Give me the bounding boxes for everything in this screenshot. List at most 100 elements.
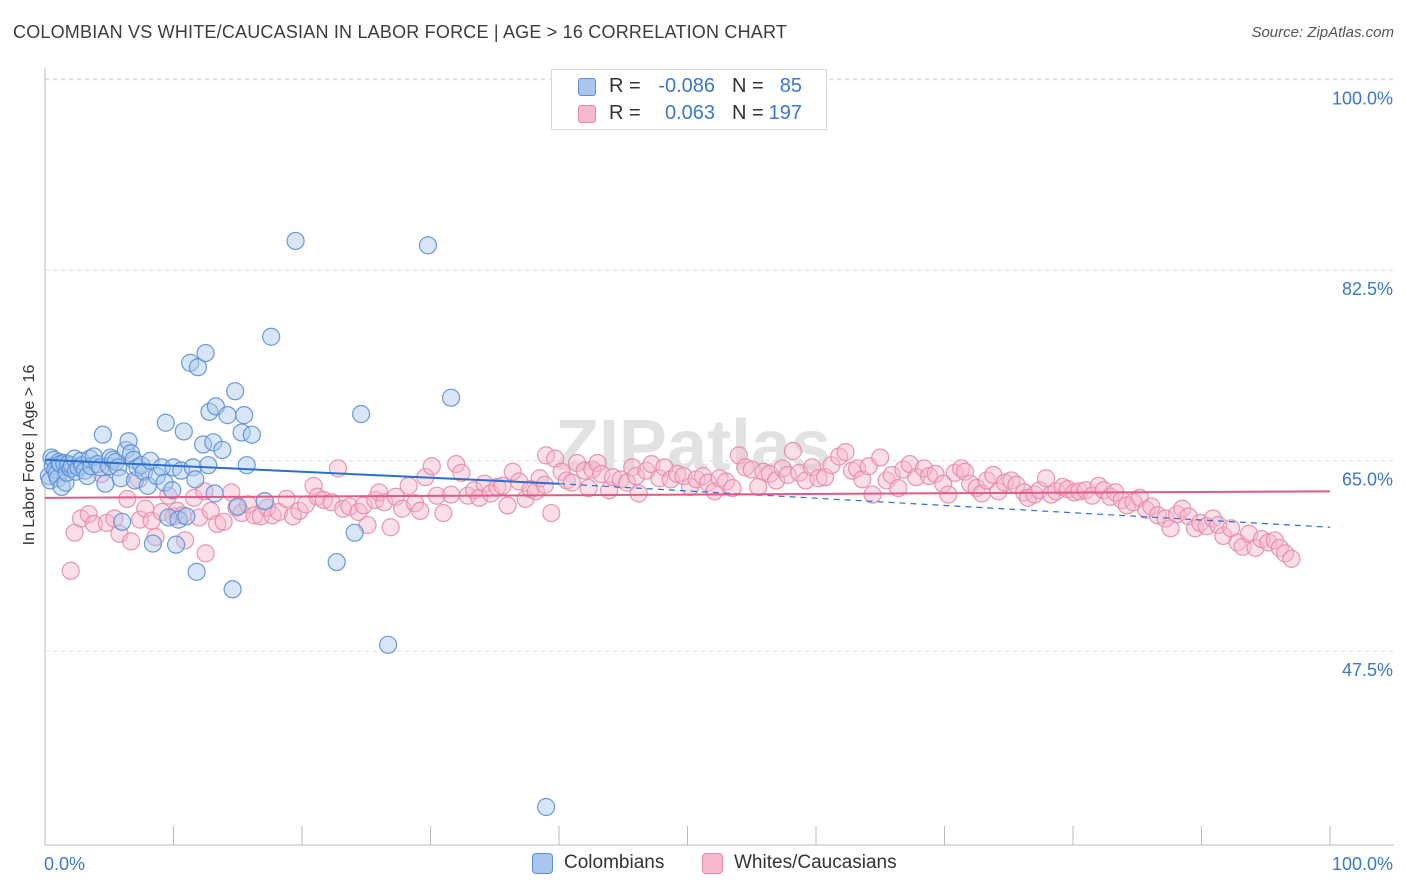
data-point [218,406,237,425]
legend-r-value: 0.063 [664,102,715,124]
trend-line-colombians [44,458,560,485]
data-point [214,512,233,531]
data-point [452,463,471,482]
data-point [119,432,138,451]
data-point [1167,505,1187,524]
data-point [118,489,137,509]
data-point [340,497,359,516]
axes [44,68,1394,846]
data-point [626,466,646,486]
data-point [196,343,215,363]
data-point [836,443,855,462]
data-point [778,465,797,485]
data-point [255,492,274,511]
data-point [166,535,186,554]
source-label: Source: ZipAtlas.com [1251,24,1394,41]
data-point [411,501,430,521]
data-point [143,534,163,553]
data-point [96,474,115,493]
data-point [1137,500,1156,519]
data-point [345,523,364,542]
data-point [84,514,103,534]
data-point [199,456,218,475]
bottom-legend-label: Whites/Caucasians [734,852,897,873]
data-point [1094,481,1113,500]
data-point [163,481,182,500]
trendlines [44,458,1331,528]
data-point [723,478,742,498]
data-point [934,474,953,493]
data-point [79,505,98,524]
data-point [447,454,466,474]
data-point [1173,499,1192,518]
data-point [237,456,256,475]
data-point [955,462,975,481]
data-point [716,472,736,491]
y-tick-label: 100.0% [1332,88,1393,108]
legend-n-value: 197 [768,102,802,124]
data-point [112,512,132,531]
legend-swatch-blue [578,78,596,96]
trend-line-whites [44,490,1331,499]
data-point [1036,469,1056,488]
data-point [121,532,141,551]
legend-n-label: N = [732,75,764,97]
data-point [537,797,556,817]
data-point [227,498,246,517]
data-point [783,441,802,461]
legend-n-label: N = [732,102,764,124]
data-point [441,485,461,504]
data-point [498,496,517,515]
data-point [262,327,281,346]
data-point [926,464,945,483]
data-point [327,552,346,572]
data-point [1185,519,1205,538]
legend-r-value: -0.086 [658,75,715,97]
trend-line-colombians-extension [558,483,1331,528]
data-point [223,580,242,599]
data-point [78,466,97,486]
data-point [174,422,193,441]
data-point [226,382,245,401]
data-point [188,358,208,377]
data-point [304,476,323,495]
correlation-legend: R = -0.086 N = 85 R = 0.063 N = 197 [551,69,827,130]
data-point [889,478,908,498]
data-point [871,448,890,467]
watermark-text: ZIPatlas [555,406,831,486]
data-point [809,469,828,488]
data-point [470,488,489,507]
bottom-legend-label: Colombians [564,852,665,873]
data-point [175,531,195,550]
data-point [196,544,215,563]
x-tick-label: 0.0% [44,854,85,874]
gridlines [45,78,1394,652]
data-point [1282,549,1301,568]
data-point [742,460,761,479]
data-point [567,453,587,473]
data-point [1083,486,1102,505]
y-tick-label: 65.0% [1342,469,1393,489]
data-point [434,503,453,523]
data-point [93,425,112,444]
data-point [418,236,438,255]
data-point [61,561,80,580]
data-point [503,462,522,481]
data-point [848,459,867,478]
data-point [399,476,418,495]
data-point [235,406,254,425]
y-axis-label: In Labor Force | Age > 16 [21,365,38,546]
data-point [242,425,261,444]
data-point [562,473,581,492]
tick-labels: 47.5% 65.0% 82.5% 100.0% 0.0% 100.0% [44,88,1393,874]
legend-r-label: R = [609,102,641,124]
data-point [803,458,822,477]
data-point [228,497,247,516]
bottom-legend-swatch-blue [532,853,553,874]
data-point [190,508,209,527]
data-point [286,231,305,251]
data-point [378,635,398,654]
data-point [422,457,441,476]
data-point [441,388,461,407]
